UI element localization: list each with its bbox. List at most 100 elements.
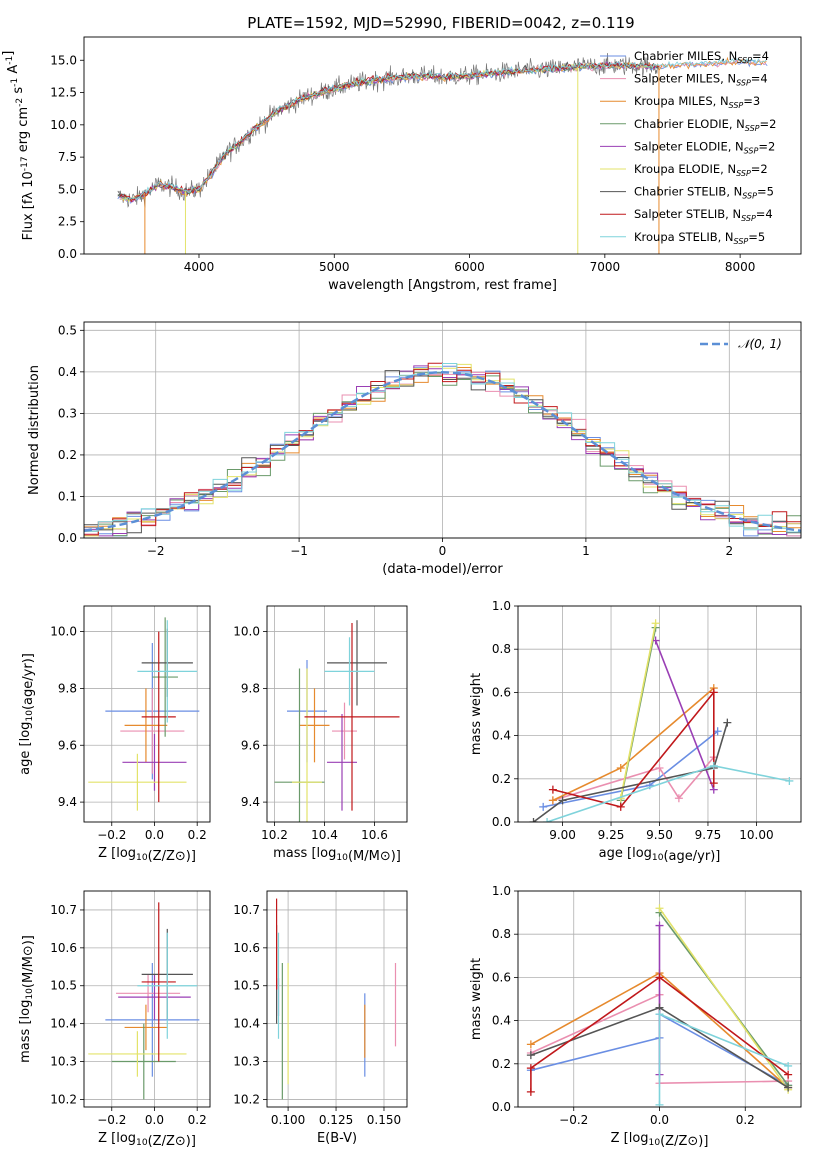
y-tick-label: 0.2 bbox=[492, 1057, 511, 1071]
label-part: s bbox=[11, 87, 26, 98]
weight-marker bbox=[784, 1070, 793, 1079]
label-part: Z [ bbox=[98, 846, 116, 861]
x-tick-label: 6000 bbox=[454, 260, 485, 274]
x-tick-label: 1 bbox=[582, 544, 590, 558]
legend-series-name: Salpeter STELIB, N bbox=[634, 207, 741, 221]
label-sub: 10 bbox=[136, 1138, 148, 1148]
weight-line bbox=[552, 690, 715, 808]
x-tick-label: 0 bbox=[439, 544, 447, 558]
weight-marker bbox=[616, 764, 625, 772]
label-part: wavelength [Angstrom, rest frame] bbox=[328, 278, 557, 293]
y-tick-label: 0.0 bbox=[58, 247, 77, 261]
legend-nssp: =2 bbox=[758, 139, 775, 153]
x-tick-label: 0.0 bbox=[145, 1113, 164, 1127]
x-tick-label: 10.00 bbox=[739, 828, 773, 842]
y-tick-label: 9.4 bbox=[241, 795, 260, 809]
weight-marker bbox=[526, 1040, 535, 1049]
plot-area bbox=[529, 619, 794, 822]
x-tick-label: 0.0 bbox=[145, 828, 164, 842]
weight-marker bbox=[723, 718, 732, 727]
label-part: mass [ bbox=[273, 846, 316, 861]
y-axis-label: Flux [fλ 10-17 erg cm-2 s-1 A-1] bbox=[1, 51, 36, 241]
y-tick-label: 0.4 bbox=[492, 729, 511, 743]
y-tick-label: 1.0 bbox=[492, 884, 511, 898]
y-tick-label: 9.4 bbox=[58, 795, 77, 809]
label-part: mass weight bbox=[469, 673, 484, 755]
weight-line bbox=[654, 640, 715, 790]
y-tick-label: 0.1 bbox=[58, 489, 77, 503]
x-tick-label: 0.125 bbox=[319, 1113, 353, 1127]
y-tick-label: 2.5 bbox=[58, 215, 77, 229]
legend-nssp: =4 bbox=[756, 207, 773, 221]
y-tick-label: 10.0 bbox=[50, 625, 77, 639]
label-part: -1 bbox=[5, 56, 15, 65]
y-tick-label: 10.4 bbox=[233, 1017, 260, 1031]
figure-title: PLATE=1592, MJD=52990, FIBERID=0042, z=0… bbox=[247, 14, 634, 32]
label-part: log bbox=[18, 722, 33, 742]
x-tick-label: 10.6 bbox=[361, 828, 388, 842]
y-tick-label: 0.5 bbox=[58, 323, 77, 337]
x-axis-label: age [log10(age/yr)] bbox=[599, 846, 721, 864]
label-sub: 10 bbox=[336, 853, 348, 863]
label-part: (age/yr)] bbox=[21, 653, 36, 710]
label-part: log bbox=[18, 1000, 33, 1020]
y-tick-label: 5.0 bbox=[58, 182, 77, 196]
x-tick-label: 4000 bbox=[184, 260, 215, 274]
y-tick-label: 7.5 bbox=[58, 150, 77, 164]
y-tick-label: 10.6 bbox=[233, 941, 260, 955]
y-tick-label: 10.2 bbox=[233, 1092, 260, 1106]
weight-marker bbox=[709, 779, 718, 788]
x-axis-label: E(B-V) bbox=[317, 1131, 357, 1146]
axes-residuals: −2 −1 0 1 2 0.0 0.1 0.2 0.3 0.4 0.5 (data-model)/er… bbox=[27, 321, 802, 577]
legend-nssp: =4 bbox=[752, 49, 769, 63]
x-axis-label: Z [log10(Z/Z⊙)] bbox=[98, 1131, 196, 1149]
y-tick-label: 0.2 bbox=[492, 772, 511, 786]
label-part: Z [ bbox=[98, 1131, 116, 1146]
y-tick-label: 9.6 bbox=[241, 738, 260, 752]
label-part: λ 10 bbox=[21, 171, 36, 199]
axes-frame bbox=[83, 605, 211, 823]
x-tick-label: 0.2 bbox=[188, 1113, 207, 1127]
y-axis-label: mass weight bbox=[469, 958, 484, 1040]
legend-sub: SSP bbox=[741, 214, 756, 223]
x-axis-label: Z [log10(Z/Z⊙)] bbox=[611, 1131, 709, 1149]
legend-sub: SSP bbox=[742, 192, 757, 201]
weight-marker bbox=[655, 921, 664, 930]
weight-marker bbox=[655, 973, 664, 982]
axes-age_vs_mass: 10.2 10.4 10.6 9.4 9.6 9.8 10.0 mass [log10(M/M… bbox=[233, 605, 408, 864]
label-part: (M/M⊙)] bbox=[348, 849, 401, 864]
weight-marker bbox=[784, 1061, 793, 1070]
axes-frame bbox=[83, 321, 802, 539]
legend-series-name: Salpeter MILES, N bbox=[634, 72, 736, 86]
legend-label: Kroupa STELIB, NSSP=5 bbox=[634, 230, 765, 246]
label-part: (age/yr)] bbox=[663, 849, 720, 864]
label-part: (Z/Z⊙)] bbox=[148, 1134, 196, 1149]
label-part: log bbox=[116, 846, 136, 861]
x-tick-label: 9.50 bbox=[646, 828, 673, 842]
legend-series-name: Salpeter ELODIE, N bbox=[634, 139, 744, 153]
legend-label: Salpeter MILES, NSSP=4 bbox=[634, 72, 768, 88]
weight-marker bbox=[674, 794, 683, 803]
label-part: log bbox=[116, 1131, 136, 1146]
legend-sub: SSP bbox=[736, 79, 751, 88]
y-tick-label: 10.2 bbox=[50, 1092, 77, 1106]
x-tick-label: 0.0 bbox=[650, 1113, 669, 1127]
axes-weight_vs_age: 9.00 9.25 9.50 9.75 10.00 0.0 0.2 0.4 0.6 0.8 1.0 a… bbox=[469, 599, 802, 864]
x-axis-label: wavelength [Angstrom, rest frame] bbox=[328, 278, 557, 293]
legend-sub: SSP bbox=[744, 146, 759, 155]
y-tick-label: 0.8 bbox=[492, 927, 511, 941]
x-tick-label: 5000 bbox=[319, 260, 350, 274]
label-part: -17 bbox=[20, 156, 30, 171]
y-tick-label: 0.0 bbox=[58, 531, 77, 545]
x-tick-label: 0.2 bbox=[188, 828, 207, 842]
legend-series-name: Kroupa ELODIE, N bbox=[634, 162, 736, 176]
plot-area bbox=[117, 52, 768, 254]
label-part: age [ bbox=[18, 741, 33, 774]
axes-frame bbox=[517, 605, 802, 823]
y-tick-label: 0.8 bbox=[492, 642, 511, 656]
y-tick-label: 10.5 bbox=[50, 979, 77, 993]
x-tick-label: 9.00 bbox=[549, 828, 576, 842]
x-tick-label: 0.2 bbox=[736, 1113, 755, 1127]
legend-series-name: Kroupa STELIB, N bbox=[634, 230, 734, 244]
axes-mass_vs_ebv: 0.100 0.125 0.150 10.2 10.3 10.4 10.5 10.6 10.7 E… bbox=[233, 890, 408, 1146]
